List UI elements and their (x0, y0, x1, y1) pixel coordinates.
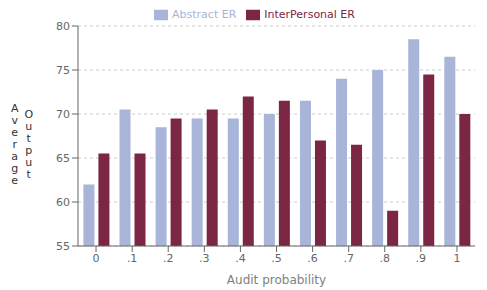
html-text:a: a (11, 150, 18, 163)
svg-text:.2: .2 (163, 252, 174, 265)
html-text:InterPersonal ER: InterPersonal ER (264, 8, 355, 21)
svg-text:80: 80 (56, 20, 70, 33)
svg-text:.8: .8 (380, 252, 391, 265)
html-text:v: v (11, 114, 18, 127)
html-text:e: e (11, 174, 18, 187)
svg-text:Audit probability: Audit probability (227, 273, 326, 287)
svg-text:1: 1 (453, 252, 460, 265)
svg-text:0: 0 (93, 252, 100, 265)
svg-text:.3: .3 (199, 252, 210, 265)
html-text:e: e (11, 126, 18, 139)
html-text:Abstract ER: Abstract ER (172, 8, 237, 21)
html-text:u: u (25, 156, 33, 169)
svg-text:70: 70 (56, 108, 70, 121)
html-text:r: r (12, 138, 17, 151)
html-text:t: t (26, 132, 31, 145)
svg-text:.6: .6 (307, 252, 318, 265)
svg-text:.5: .5 (271, 252, 282, 265)
html-text:O: O (24, 108, 34, 121)
html-text:t: t (26, 168, 31, 181)
svg-text:.7: .7 (343, 252, 354, 265)
html-text:u: u (25, 120, 33, 133)
svg-text:75: 75 (56, 64, 70, 77)
svg-text:60: 60 (56, 196, 70, 209)
svg-text:.9: .9 (416, 252, 427, 265)
svg-text:55: 55 (56, 240, 70, 253)
html-text:p: p (25, 144, 33, 157)
svg-text:65: 65 (56, 152, 70, 165)
svg-text:.4: .4 (235, 252, 246, 265)
html-text:g: g (11, 162, 19, 175)
html-text:A: A (10, 102, 19, 115)
svg-text:.1: .1 (127, 252, 137, 265)
